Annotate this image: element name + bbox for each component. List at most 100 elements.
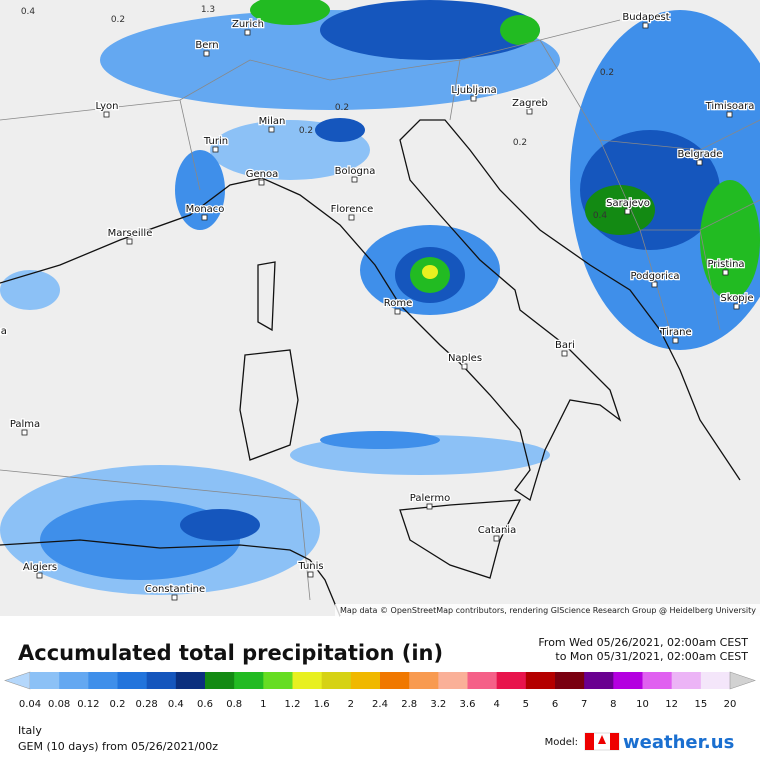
colorbar-swatch	[117, 672, 148, 689]
model-run: GEM (10 days) from 05/26/2021/00z	[18, 740, 218, 753]
colorbar-swatch	[642, 672, 673, 689]
colorbar-tick-label: 10	[636, 699, 649, 710]
city-marker	[461, 363, 468, 370]
city-marker	[203, 50, 210, 57]
colorbar-tick-label: 1.2	[285, 699, 301, 710]
city-marker	[470, 95, 477, 102]
city-label: Rome	[384, 298, 413, 309]
city-marker	[722, 269, 729, 276]
colorbar-swatch	[321, 672, 352, 689]
colorbar-tick-label: 7	[581, 699, 587, 710]
city-marker	[351, 176, 358, 183]
city-marker	[201, 214, 208, 221]
colorbar-swatch	[380, 672, 410, 689]
city-label: Bologna	[335, 166, 376, 177]
colorbar: 0.04 0.08 0.12 0.2 0.28 0.4 0.6 0.8 1 1.2 1.6 2 2.4 2…	[4, 671, 756, 710]
colorbar-tick-label: 8	[610, 699, 616, 710]
contour-label: 1.3	[201, 5, 215, 15]
city-marker	[696, 159, 703, 166]
colorbar-swatch	[438, 672, 468, 689]
city-marker	[307, 571, 314, 578]
city-label: Bari	[555, 340, 575, 351]
city-label: Bern	[195, 40, 218, 51]
city-marker	[212, 146, 219, 153]
city-marker	[21, 429, 28, 436]
city-label: Palermo	[410, 493, 450, 504]
colorbar-tick-label: 12	[665, 699, 678, 710]
colorbar-swatch	[234, 672, 264, 689]
city-marker	[642, 22, 649, 29]
colorbar-tick-label: 1	[260, 699, 266, 710]
city-label: Monaco	[186, 204, 225, 215]
city-label: Tunis	[297, 561, 323, 572]
colorbar-tick-label: 1.6	[314, 699, 330, 710]
colorbar-tick-label: 0.08	[48, 699, 70, 710]
city-label: Sarajevo	[606, 198, 650, 209]
city-marker	[624, 208, 631, 215]
region: Italy	[18, 724, 42, 737]
city-label: Naples	[448, 353, 482, 364]
valid-to: to Mon 05/31/2021, 02:00am CEST	[555, 650, 748, 663]
colorbar-swatch	[700, 672, 731, 689]
colorbar-tick-label: 0.4	[168, 699, 184, 710]
city-label: Marseille	[108, 228, 153, 239]
contour-label: 0.2	[111, 15, 125, 25]
colorbar-tick-label: 15	[694, 699, 707, 710]
colorbar-swatch	[175, 672, 206, 689]
colorbar-swatch	[584, 672, 614, 689]
colorbar-swatch	[525, 672, 556, 689]
city-marker	[672, 337, 679, 344]
colorbar-swatch	[409, 672, 439, 689]
city-label: Budapest	[622, 12, 669, 23]
title: Accumulated total precipitation (in)	[18, 641, 443, 665]
colorbar-swatch	[350, 672, 381, 689]
city-marker	[493, 535, 500, 542]
coastlines	[0, 19, 760, 617]
colorbar-swatch	[671, 672, 702, 689]
city-marker	[171, 594, 178, 601]
city-label: Podgorica	[630, 271, 679, 282]
flag	[584, 732, 620, 751]
colorbar-swatch	[292, 672, 323, 689]
city-label: Genoa	[246, 169, 279, 180]
colorbar-tick-label: 4	[493, 699, 499, 710]
city-label: Algiers	[23, 562, 57, 573]
colorbar-tick-label: 2	[348, 699, 354, 710]
colorbar-swatch	[30, 672, 60, 689]
city-marker	[103, 111, 110, 118]
city-marker	[726, 111, 733, 118]
city-label: Timisoara	[705, 101, 755, 112]
city-marker	[561, 350, 568, 357]
contour-label: 0.2	[335, 103, 349, 113]
colorbar-swatch	[59, 672, 89, 689]
city-label: Belgrade	[678, 149, 723, 160]
colorbar-swatch	[88, 672, 118, 689]
attribution: Map data © OpenStreetMap contributors, r…	[340, 606, 756, 615]
colorbar-tick-label: 0.28	[136, 699, 158, 710]
colorbar-swatch	[467, 672, 498, 689]
colorbar-tick-label: 0.12	[77, 699, 99, 710]
city-label: Milan	[259, 116, 286, 127]
city-marker	[268, 126, 275, 133]
colorbar-swatch	[205, 672, 235, 689]
colorbar-tick-label: 2.8	[401, 699, 417, 710]
colorbar-tick-label: 5	[523, 699, 529, 710]
colorbar-swatch	[146, 672, 177, 689]
model-label: Model:	[545, 737, 578, 748]
city-marker	[526, 108, 533, 115]
city-marker	[258, 179, 265, 186]
city-label: Palma	[10, 419, 40, 430]
city-label: Tirane	[659, 327, 691, 338]
city-marker	[394, 308, 401, 315]
colorbar-tick-label: 0.04	[19, 699, 41, 710]
contour-label: 0.2	[513, 138, 527, 148]
colorbar-swatch	[555, 672, 585, 689]
colorbar-arrow-left	[4, 671, 31, 690]
city-marker	[426, 503, 433, 510]
colorbar-tick-label: 0.2	[110, 699, 126, 710]
city-label: Barcelona	[0, 326, 7, 337]
city-label: Skopje	[720, 293, 753, 304]
city-label: Florence	[331, 204, 374, 215]
city-label: Ljubljana	[451, 85, 496, 96]
